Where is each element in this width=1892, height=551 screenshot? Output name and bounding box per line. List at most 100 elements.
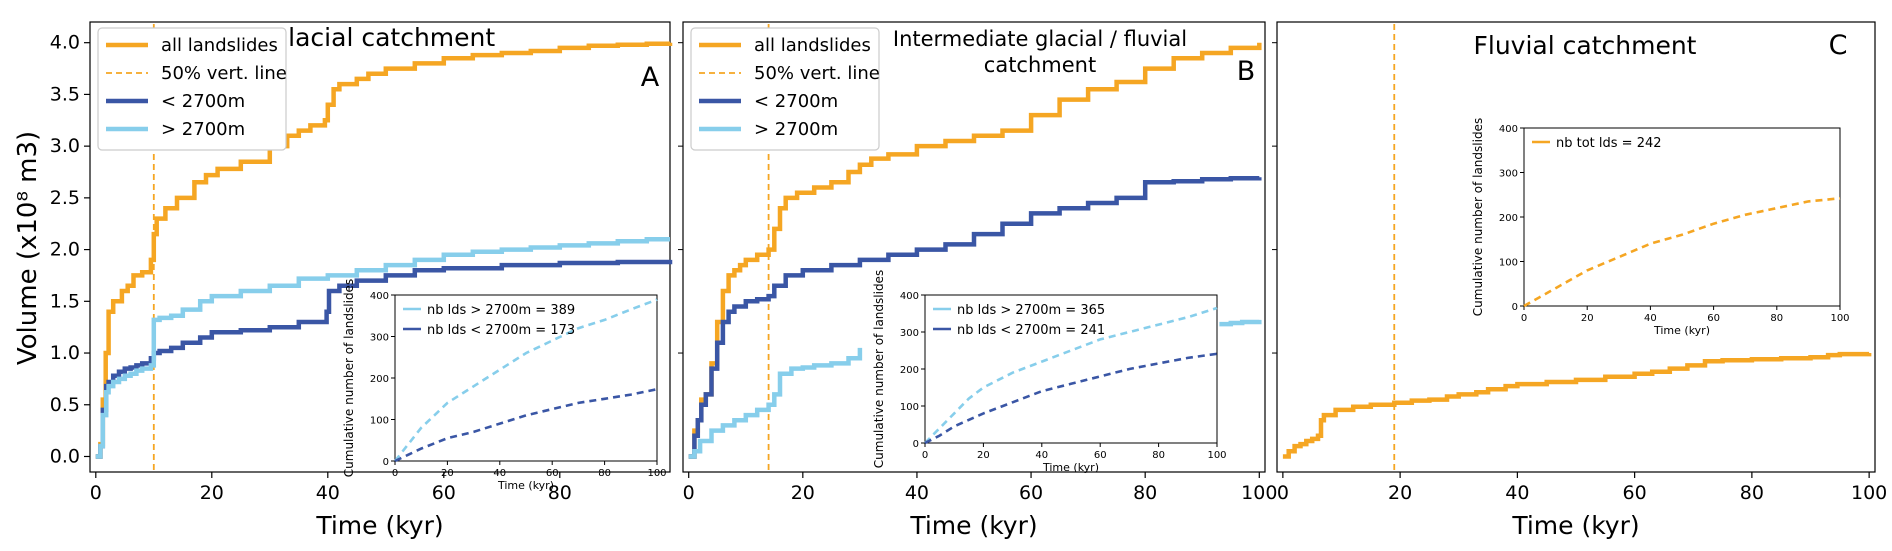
inset-x-tick-label: 40 bbox=[493, 468, 506, 479]
inset-series-line bbox=[394, 387, 658, 463]
legend-label: all landslides bbox=[754, 35, 871, 56]
legend-label: < 2700m bbox=[754, 91, 838, 112]
legend-label: 50% vert. line bbox=[754, 63, 880, 84]
inset-legend-label: nb tot lds = 242 bbox=[1556, 136, 1662, 151]
inset-x-tick-label: 100 bbox=[1207, 450, 1226, 461]
x-tick-label: 40 bbox=[316, 482, 340, 504]
y-tick-label: 1.5 bbox=[50, 290, 80, 312]
inset-series-line bbox=[924, 306, 1218, 444]
inset-series-line bbox=[393, 298, 658, 462]
panel-title: Fluvial catchment bbox=[1474, 31, 1697, 60]
legend-label: > 2700m bbox=[754, 119, 838, 140]
inset-series-line bbox=[924, 352, 1218, 445]
inset-y-tick-label: 200 bbox=[900, 365, 919, 376]
inset-y-tick-label: 100 bbox=[900, 402, 919, 413]
x-axis-label: Time (kyr) bbox=[1511, 511, 1639, 540]
y-tick-label: 2.5 bbox=[50, 187, 80, 209]
x-tick-label: 80 bbox=[1133, 482, 1157, 504]
inset-legend-label: nb lds > 2700m = 365 bbox=[957, 303, 1105, 318]
panel-letter: A bbox=[641, 62, 660, 93]
inset-x-tick-label: 0 bbox=[392, 468, 398, 479]
y-tick-label: 3.0 bbox=[50, 135, 80, 157]
inset-x-tick-label: 20 bbox=[441, 468, 454, 479]
inset-y-tick-label: 400 bbox=[900, 291, 919, 302]
x-tick-label: 80 bbox=[1740, 482, 1764, 504]
inset-legend-label: nb lds > 2700m = 389 bbox=[427, 303, 575, 318]
series-line bbox=[1219, 319, 1262, 327]
inset-y-tick-label: 300 bbox=[370, 333, 389, 344]
inset-x-axis-label: Time (kyr) bbox=[497, 479, 554, 492]
inset-x-tick-label: 40 bbox=[1644, 313, 1657, 324]
x-tick-label: 20 bbox=[791, 482, 815, 504]
inset-chart: 0 20 40 60 80 100 0 100 200 300 400 Time (kyr) Cumul… bbox=[1471, 118, 1850, 337]
series-line bbox=[688, 347, 863, 459]
inset-y-tick-label: 200 bbox=[1499, 213, 1518, 224]
inset-x-tick-label: 80 bbox=[1770, 313, 1783, 324]
series-line bbox=[95, 41, 673, 459]
x-tick-label: 0 bbox=[683, 482, 695, 504]
y-tick-label: 1.0 bbox=[50, 342, 80, 364]
inset-x-axis-label: Time (kyr) bbox=[1042, 461, 1099, 474]
inset-x-tick-label: 80 bbox=[1152, 450, 1165, 461]
inset-x-tick-label: 60 bbox=[1094, 450, 1107, 461]
y-tick-label: 2.0 bbox=[50, 239, 80, 261]
x-tick-label: 40 bbox=[1505, 482, 1529, 504]
inset-x-axis-label: Time (kyr) bbox=[1653, 324, 1710, 337]
x-tick-label: 100 bbox=[1851, 482, 1887, 504]
x-tick-label: 60 bbox=[1623, 482, 1647, 504]
panel-letter: B bbox=[1237, 56, 1256, 87]
x-tick-label: 100 bbox=[1241, 482, 1277, 504]
series-line bbox=[688, 42, 1262, 459]
inset-legend-label: nb lds < 2700m = 173 bbox=[427, 323, 575, 338]
legend-box bbox=[690, 27, 880, 151]
x-axis-label: Time (kyr) bbox=[909, 511, 1037, 540]
panel-title: Glacial catchment bbox=[269, 23, 496, 52]
series-line bbox=[1282, 351, 1872, 459]
inset-y-tick-label: 400 bbox=[370, 291, 389, 302]
panel-a: 0 20 40 60 80 0.0 0.5 1.0 1.5 2.0 2.5 3.0 3.5 4.0 Time… bbox=[50, 21, 673, 540]
panel-c: 0 20 40 60 80 100 Time (kyr) Fluvial catchment C… bbox=[1272, 21, 1887, 540]
y-axis-label: Volume (x10⁸ m3) bbox=[13, 131, 43, 365]
x-tick-label: 0 bbox=[90, 482, 102, 504]
inset-frame bbox=[394, 294, 658, 462]
inset-series-line bbox=[1523, 197, 1841, 308]
x-tick-label: 0 bbox=[1277, 482, 1289, 504]
inset-x-tick-label: 0 bbox=[922, 450, 928, 461]
y-tick-label: 4.0 bbox=[50, 32, 80, 54]
inset-x-tick-label: 100 bbox=[647, 468, 666, 479]
inset-x-tick-label: 80 bbox=[598, 468, 611, 479]
x-tick-label: 20 bbox=[200, 482, 224, 504]
inset-y-axis-label: Cumulative number of landslides bbox=[342, 279, 356, 477]
legend-label: > 2700m bbox=[161, 119, 245, 140]
panel-title: Intermediate glacial / fluvial catchment bbox=[893, 27, 1187, 77]
x-axis-label: Time (kyr) bbox=[315, 511, 443, 540]
x-tick-label: 80 bbox=[548, 482, 572, 504]
panel-letter: C bbox=[1829, 30, 1848, 61]
inset-y-tick-label: 0 bbox=[1512, 302, 1518, 313]
legend-label: 50% vert. line bbox=[161, 63, 287, 84]
legend-box bbox=[97, 27, 287, 151]
inset-y-tick-label: 0 bbox=[383, 457, 389, 468]
panel-title-line-1: Intermediate glacial / fluvial bbox=[893, 27, 1187, 51]
inset-y-axis-label: Cumulative number of landslides bbox=[872, 270, 886, 468]
inset-chart: 0 20 40 60 80 100 0 100 200 300 400 Time (kyr) Cumul… bbox=[342, 279, 667, 492]
inset-y-tick-label: 0 bbox=[913, 439, 919, 450]
panel-title-line-2: catchment bbox=[984, 53, 1096, 77]
inset-y-tick-label: 200 bbox=[370, 374, 389, 385]
inset-x-tick-label: 0 bbox=[1521, 313, 1527, 324]
inset-y-axis-label: Cumulative number of landslides bbox=[1471, 118, 1485, 316]
inset-x-tick-label: 60 bbox=[546, 468, 559, 479]
inset-legend-label: nb lds < 2700m = 241 bbox=[957, 323, 1105, 338]
legend-label: all landslides bbox=[161, 35, 278, 56]
y-tick-label: 0.0 bbox=[50, 445, 80, 467]
inset-chart: 0 20 40 60 80 100 0 100 200 300 400 Time (kyr) Cumul… bbox=[872, 270, 1227, 474]
x-tick-label: 60 bbox=[1019, 482, 1043, 504]
legend-label: < 2700m bbox=[161, 91, 245, 112]
series-line bbox=[95, 259, 673, 459]
series-line bbox=[95, 236, 670, 459]
inset-x-tick-label: 20 bbox=[1581, 313, 1594, 324]
panel-b: 0 20 40 60 80 100 Time (kyr) Intermediate glaci… bbox=[678, 21, 1277, 540]
y-tick-label: 0.5 bbox=[50, 394, 80, 416]
inset-y-tick-label: 100 bbox=[370, 416, 389, 427]
